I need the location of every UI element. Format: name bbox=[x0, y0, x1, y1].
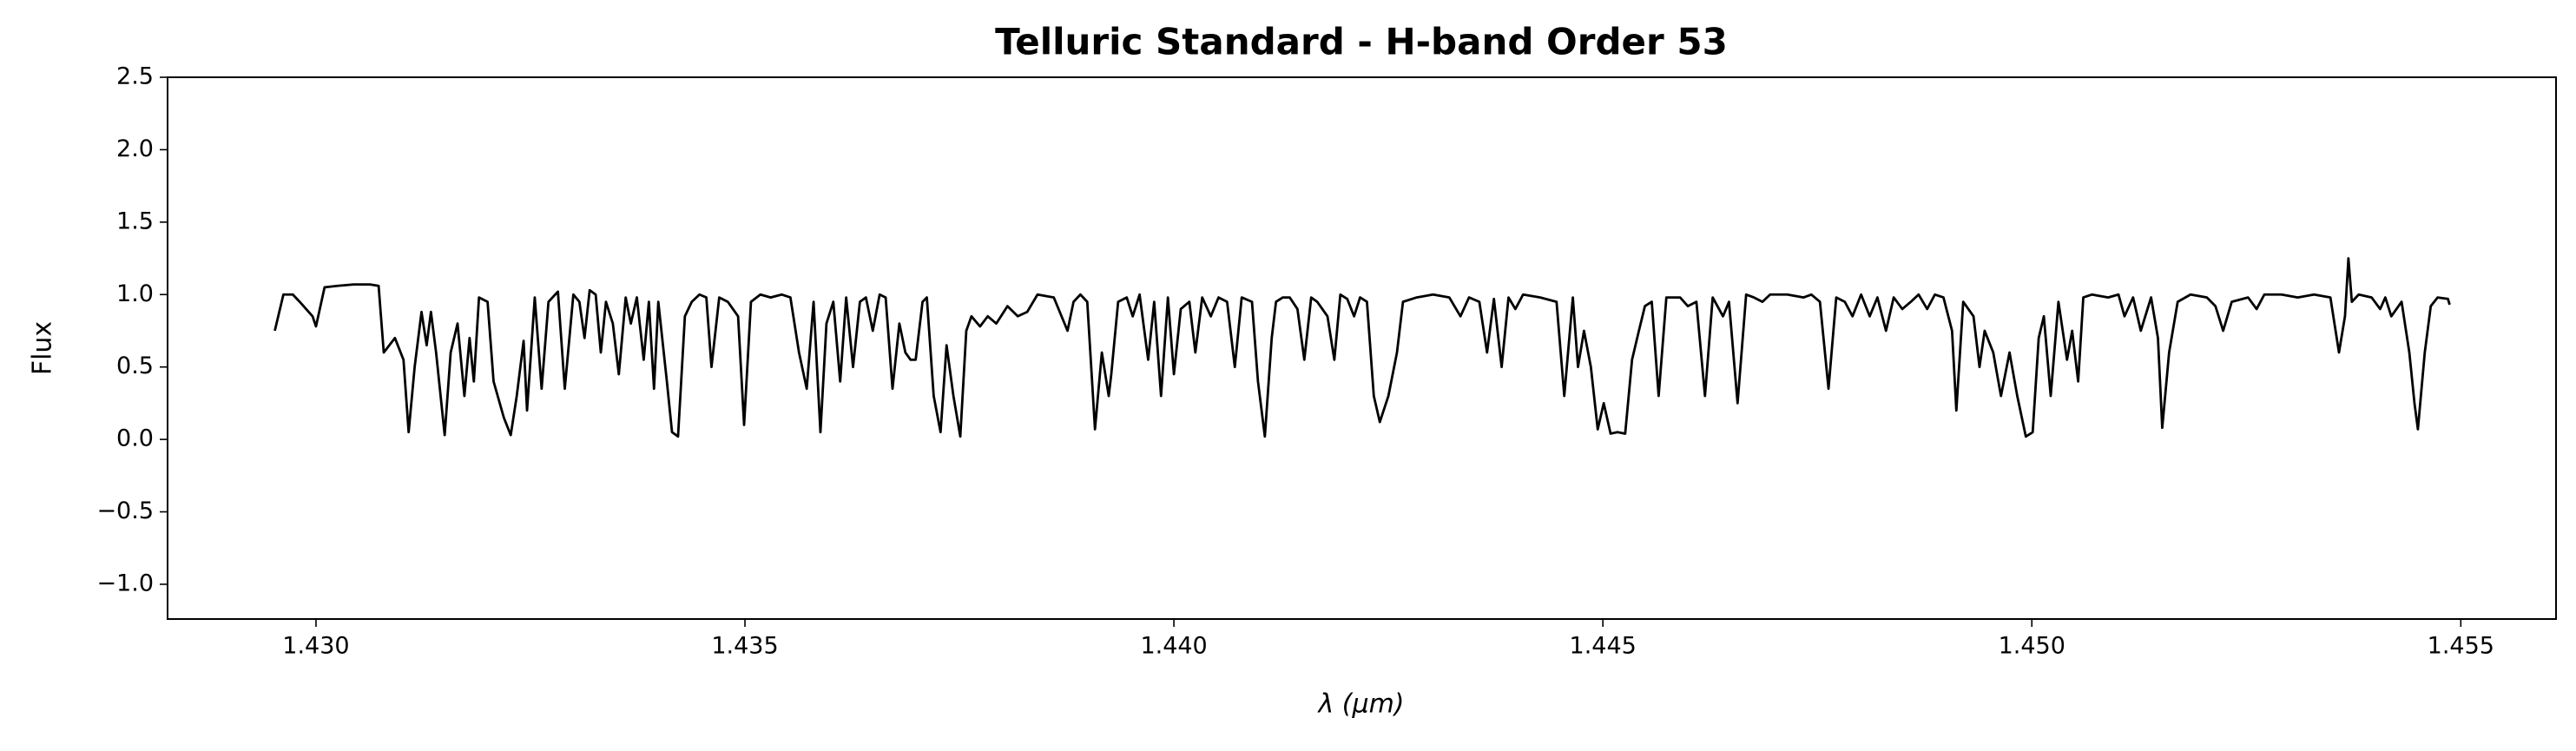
x-tick-label: 1.435 bbox=[711, 633, 778, 660]
y-axis-label: Flux bbox=[28, 321, 58, 375]
x-tick-label: 1.445 bbox=[1570, 633, 1637, 660]
x-tick-label: 1.455 bbox=[2428, 633, 2494, 660]
axes-frame bbox=[167, 76, 2557, 620]
y-tick-label: 0.5 bbox=[116, 352, 154, 379]
x-tick-label: 1.450 bbox=[1999, 633, 2065, 660]
x-tick-label: 1.430 bbox=[282, 633, 349, 660]
x-tick-label: 1.440 bbox=[1140, 633, 1207, 660]
y-tick-label: −1.0 bbox=[96, 570, 154, 596]
x-axis-label: λ (μm) bbox=[1316, 689, 1404, 720]
y-tick-label: 2.0 bbox=[116, 135, 154, 162]
y-tick-label: 1.0 bbox=[116, 280, 154, 307]
spectrum-line bbox=[273, 257, 2451, 438]
y-tick-label: −0.5 bbox=[96, 497, 154, 524]
y-tick-label: 1.5 bbox=[116, 208, 154, 234]
chart-title: Telluric Standard - H-band Order 53 bbox=[995, 21, 1728, 63]
y-tick-label: 0.0 bbox=[116, 425, 154, 452]
y-tick-label: 2.5 bbox=[116, 63, 154, 90]
